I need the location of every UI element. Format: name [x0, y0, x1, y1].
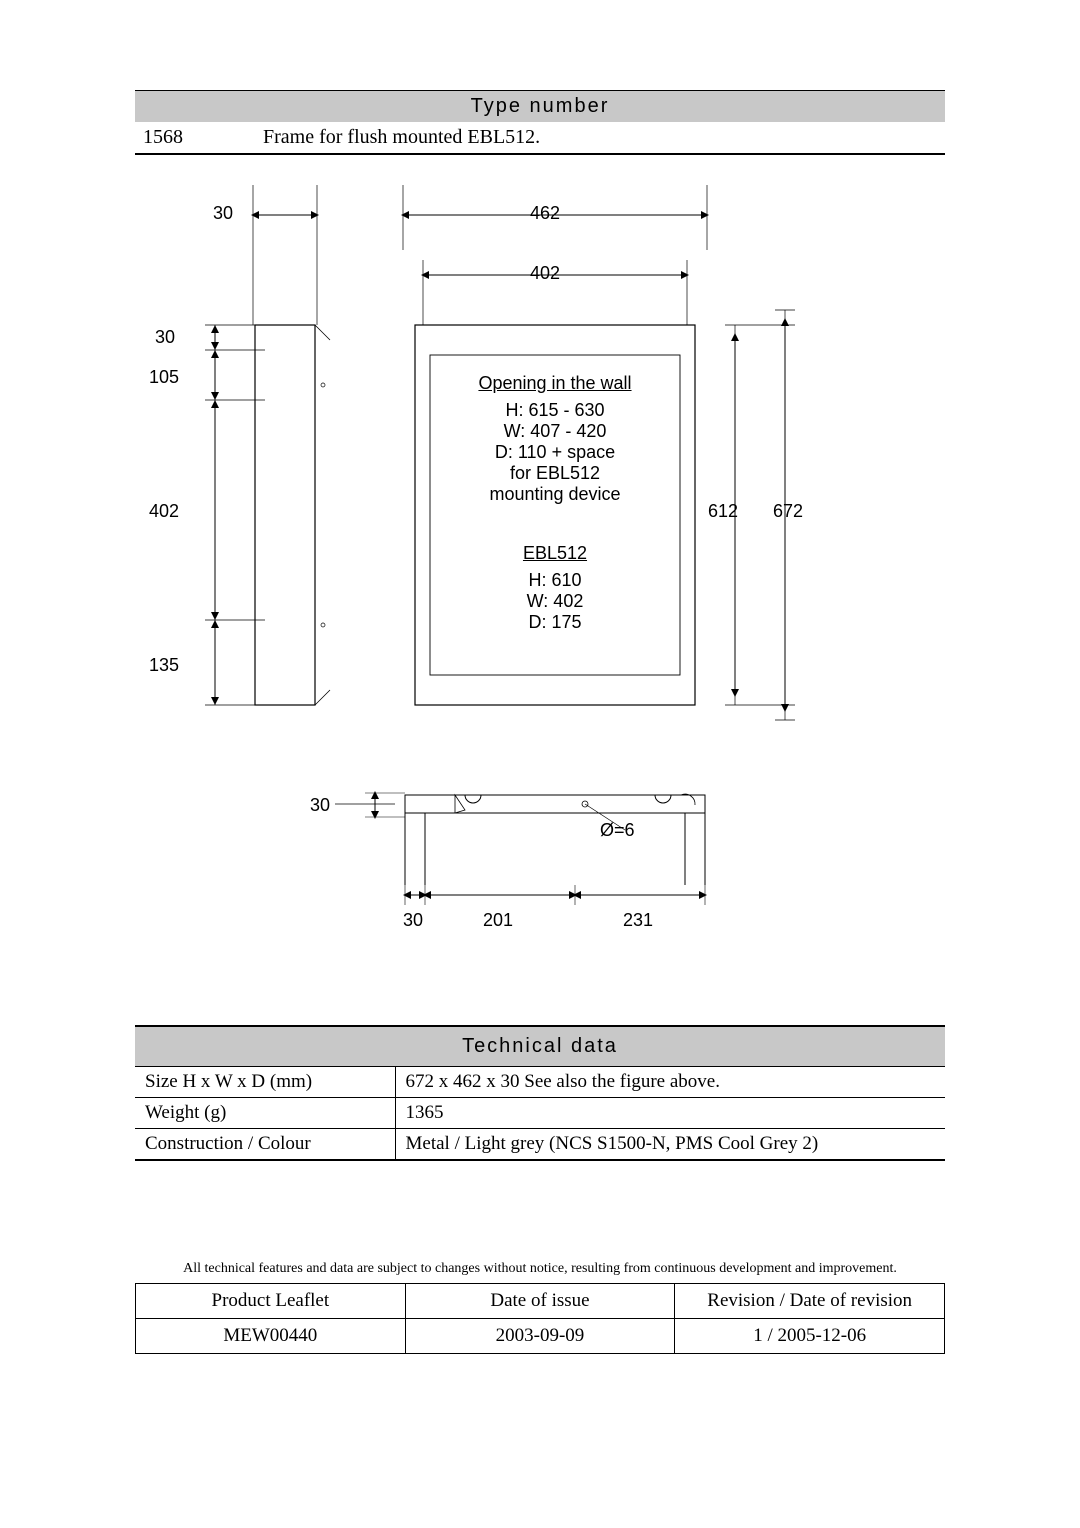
- opening-w: W: 407 - 420: [465, 421, 645, 442]
- opening-h: H: 615 - 630: [465, 400, 645, 421]
- dim-105: 105: [149, 367, 179, 388]
- tech-row-2-value: Metal / Light grey (NCS S1500-N, PMS Coo…: [395, 1129, 945, 1161]
- dim-30-plan-left: 30: [310, 795, 330, 816]
- tech-row-0-value: 672 x 462 x 30 See also the figure above…: [395, 1067, 945, 1098]
- dim-30-side: 30: [155, 327, 175, 348]
- footer-h2: Revision / Date of revision: [675, 1284, 945, 1319]
- footer-v2: 1 / 2005-12-06: [675, 1319, 945, 1354]
- tech-row-1-value: 1365: [395, 1098, 945, 1129]
- footer-h0: Product Leaflet: [136, 1284, 406, 1319]
- footer-v0: MEW00440: [136, 1319, 406, 1354]
- dim-30-top: 30: [213, 203, 233, 224]
- ebl-d: D: 175: [515, 612, 595, 633]
- footer-v1: 2003-09-09: [405, 1319, 675, 1354]
- dim-672: 672: [773, 501, 803, 522]
- dim-462: 462: [530, 203, 560, 224]
- type-number-table: Type number 1568 Frame for flush mounted…: [135, 90, 945, 155]
- opening-title: Opening in the wall: [465, 373, 645, 394]
- hole-dia: Ø=6: [600, 820, 635, 841]
- footer-table: Product Leaflet Date of issue Revision /…: [135, 1283, 945, 1354]
- dim-402: 402: [149, 501, 179, 522]
- tech-row-2-label: Construction / Colour: [135, 1129, 395, 1161]
- technical-data-table: Technical data Size H x W x D (mm) 672 x…: [135, 1025, 945, 1161]
- ebl-title: EBL512: [515, 543, 595, 564]
- type-number: 1568: [135, 122, 255, 154]
- dim-135: 135: [149, 655, 179, 676]
- opening-block: Opening in the wall H: 615 - 630 W: 407 …: [465, 373, 645, 505]
- ebl-h: H: 610: [515, 570, 595, 591]
- dim-612: 612: [708, 501, 738, 522]
- tech-row-1-label: Weight (g): [135, 1098, 395, 1129]
- tech-header: Technical data: [135, 1026, 945, 1067]
- disclaimer: All technical features and data are subj…: [135, 1261, 945, 1283]
- opening-d2: for EBL512: [465, 463, 645, 484]
- opening-d1: D: 110 + space: [465, 442, 645, 463]
- type-desc: Frame for flush mounted EBL512.: [255, 122, 945, 154]
- type-header: Type number: [135, 91, 945, 123]
- dim-231: 231: [623, 910, 653, 931]
- dim-201: 201: [483, 910, 513, 931]
- footer-h1: Date of issue: [405, 1284, 675, 1319]
- ebl-block: EBL512 H: 610 W: 402 D: 175: [515, 543, 595, 633]
- tech-row-0-label: Size H x W x D (mm): [135, 1067, 395, 1098]
- opening-d3: mounting device: [465, 484, 645, 505]
- dim-402-inner: 402: [530, 263, 560, 284]
- dim-30-plan-btm: 30: [403, 910, 423, 931]
- ebl-w: W: 402: [515, 591, 595, 612]
- technical-diagram: 30 462 402 30 105 402 135 612 672 Openin…: [135, 175, 945, 955]
